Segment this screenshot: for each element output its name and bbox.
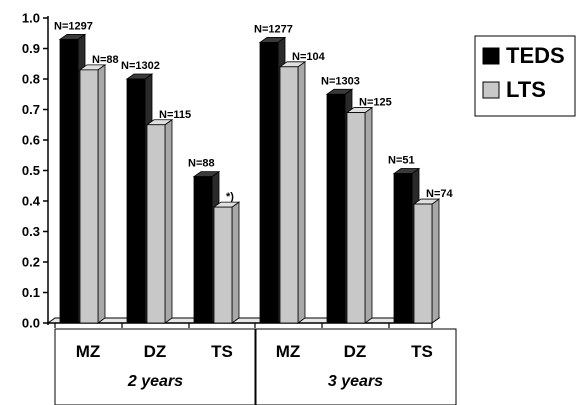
group-box [254,328,457,405]
bar-lts-0 [78,64,107,324]
legend: TEDS LTS [474,35,576,117]
data-label-lts: N=88 [92,54,119,66]
bar-front [79,69,99,324]
y-tick-label: 0.4 [22,194,41,209]
bar-front [259,42,279,324]
y-tick-label: 1.0 [22,11,40,26]
data-labels-layer: N=1297N=88N=1302N=115N=88*)N=1277N=104N=… [54,20,453,203]
y-tick-label: 0.8 [22,72,40,87]
bars-layer [58,33,441,324]
bar-front [279,66,299,324]
bar-front [213,206,233,324]
y-tick-label: 0.1 [22,285,40,300]
y-tick-label: 0.5 [22,163,40,178]
legend-swatch [482,81,500,99]
bar-front [393,173,413,324]
bar-front [193,176,213,324]
bar-side [164,118,173,324]
bar-front [346,112,366,324]
category-axis: MZ DZ TS MZ DZ TS 2 years 3 years [54,328,457,405]
bar-front [413,203,433,324]
bar-side [364,106,373,324]
y-tick-label: 0.9 [22,41,40,56]
y-tick-label: 0.3 [22,224,40,239]
data-label-teds: N=1303 [321,75,360,87]
group-label: 2 years [127,373,183,390]
data-label-teds: N=88 [188,158,215,170]
group-box [54,328,257,405]
bar-front [59,38,79,324]
bar-side [431,198,440,324]
y-tick-label: 0.7 [22,102,40,117]
category-label: DZ [344,342,367,361]
bar-front [126,78,146,324]
bar-front [326,93,346,324]
bar-lts-2 [212,201,241,324]
y-tick-label: 0.2 [22,255,40,270]
data-label-lts: N=74 [426,188,453,200]
bar-lts-5 [412,198,441,324]
bar-lts-3 [278,61,307,324]
data-label-lts: N=115 [159,109,191,121]
y-tick-label: 0.0 [22,316,40,331]
bar-lts-1 [145,118,174,324]
bar-front [146,124,166,324]
legend-swatch [482,47,500,65]
data-label-teds: N=1277 [254,23,293,35]
category-label: TS [411,342,433,361]
bar-side [97,64,106,324]
data-label-lts: *) [226,191,234,203]
data-label-lts: N=104 [292,51,326,63]
data-label-lts: N=125 [359,97,392,109]
bar-side [231,201,240,324]
bar-lts-4 [345,106,374,324]
category-label: MZ [76,342,101,361]
data-label-teds: N=1302 [121,60,160,72]
bar-side [297,61,306,324]
legend-label: TEDS [506,43,565,68]
data-label-teds: N=51 [388,155,415,167]
data-label-teds: N=1297 [54,20,93,32]
category-label: TS [211,342,233,361]
legend-label: LTS [506,77,546,102]
category-label: MZ [276,342,301,361]
group-label: 3 years [328,373,383,390]
category-label: DZ [144,342,167,361]
y-tick-label: 0.6 [22,133,40,148]
